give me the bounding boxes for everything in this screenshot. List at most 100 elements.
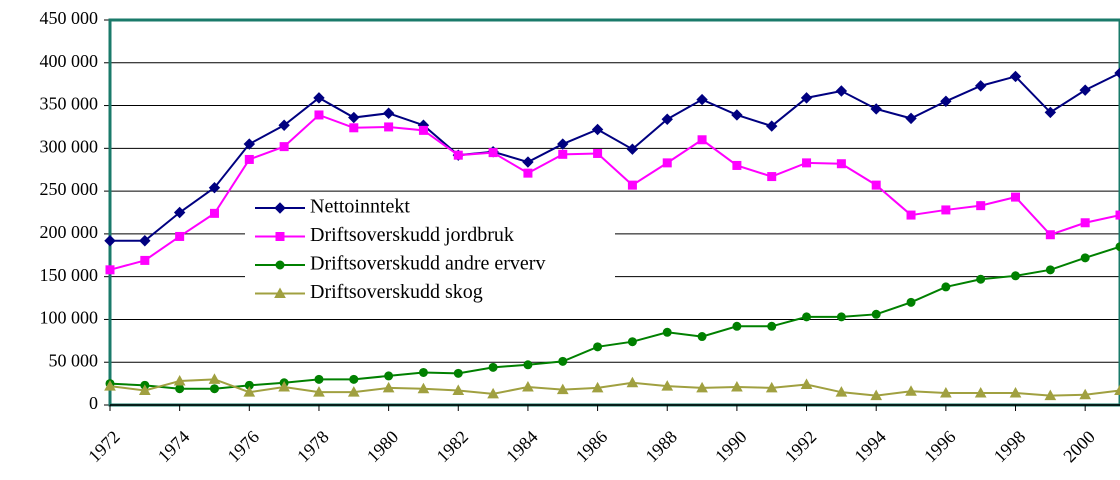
point [662,327,672,337]
point [661,380,674,391]
point [732,160,742,170]
x-tick-label: 1992 [781,427,821,467]
x-tick-label: 1982 [432,427,472,467]
point [870,103,882,115]
point [732,321,742,331]
point [243,386,256,397]
point [591,381,604,393]
point [802,312,812,322]
point [522,381,534,392]
point [765,381,778,393]
point [627,337,637,347]
point [626,376,639,388]
point [1009,70,1022,83]
x-tick-label: 1976 [223,427,263,467]
point [138,384,151,395]
point [836,159,846,169]
point [662,158,672,168]
point [593,342,603,352]
legend-label: Driftsoverskudd skog [310,281,483,303]
point [976,274,986,284]
point [104,380,116,391]
point [1114,67,1120,79]
point [209,384,219,394]
y-tick-label: 100 000 [40,308,99,328]
point [384,122,394,132]
legend-label: Driftsoverskudd andre erverv [310,253,545,275]
x-tick-label: 1984 [502,427,542,467]
legend-marker [275,232,285,241]
legend-box [245,192,615,310]
point [1009,386,1022,398]
point [105,265,115,275]
point [1115,210,1120,220]
point [627,180,637,190]
series-line [109,113,1120,271]
point [731,381,743,392]
point [835,85,848,97]
point [347,386,360,397]
point [1114,384,1120,395]
point [731,109,743,121]
point [173,206,186,219]
point [696,93,708,106]
point [870,389,883,401]
x-tick-label: 1998 [990,427,1030,467]
point [557,138,569,150]
point [906,297,916,307]
point [488,148,498,158]
point [208,181,221,194]
y-tick-label: 300 000 [40,136,99,156]
point [349,374,359,384]
point [348,111,360,124]
point [871,309,881,319]
point [453,368,463,378]
point [556,383,569,395]
point [278,381,290,392]
point [349,123,359,133]
point [836,312,846,322]
point [523,360,533,370]
x-tick-label: 1974 [154,427,194,467]
point [418,367,428,377]
legend-marker [275,260,285,270]
point [558,356,568,366]
point [871,180,881,190]
point [175,231,185,241]
point [1115,242,1120,252]
series-line [109,245,1120,390]
point [1044,106,1057,119]
point [1044,389,1057,401]
legend-marker [274,287,286,298]
point [523,168,533,178]
point [940,386,952,398]
point [800,378,813,389]
point [593,148,603,158]
y-tick-label: 450 000 [40,8,99,28]
point [591,123,604,136]
x-tick-label: 1990 [711,427,751,467]
point [488,362,498,372]
point [104,235,116,247]
point [767,172,777,182]
legend-label: Nettoinntekt [310,196,410,218]
point [905,112,917,125]
point [905,385,917,396]
point [941,282,951,292]
legend-marker [274,202,286,214]
point [696,381,708,393]
point [906,210,916,220]
point [382,381,395,393]
point [452,384,465,395]
point [487,387,499,399]
point [767,321,777,331]
point [835,386,848,397]
point [140,255,150,265]
y-tick-label: 400 000 [40,51,99,71]
point [1011,271,1021,281]
point [173,375,186,386]
point [382,107,395,119]
point [626,143,639,155]
point [1079,388,1092,400]
